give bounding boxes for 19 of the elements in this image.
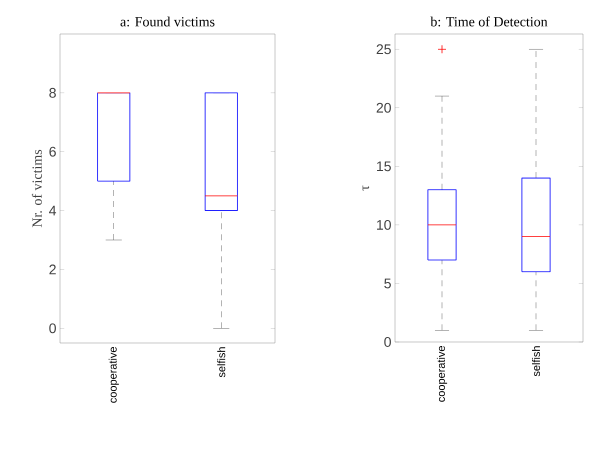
y-tick-label: 4 <box>49 206 56 216</box>
y-tick-label: 6 <box>49 146 56 157</box>
x-tick-label: selfish <box>217 347 226 378</box>
y-axis-title: Nr. of victims <box>32 150 42 228</box>
y-tick-label: 0 <box>384 337 391 347</box>
y-tick-label: 5 <box>384 278 391 288</box>
y-tick-label: 0 <box>49 323 56 334</box>
y-tick-label: 8 <box>49 88 56 98</box>
y-tick-label: 10 <box>377 220 391 230</box>
y-axis-title: τ <box>362 186 370 190</box>
y-tick-label: 25 <box>376 44 391 54</box>
chart-title: a: Found victims <box>120 16 214 27</box>
chart-title: b: Time of Detection <box>430 16 548 27</box>
y-tick-label: 2 <box>49 264 56 274</box>
y-tick-label: 20 <box>376 102 391 113</box>
x-tick-label: selfish <box>532 346 540 376</box>
x-tick-label: cooperative <box>436 346 448 402</box>
y-tick-label: 15 <box>377 161 391 172</box>
x-tick-label: cooperative <box>108 347 119 403</box>
